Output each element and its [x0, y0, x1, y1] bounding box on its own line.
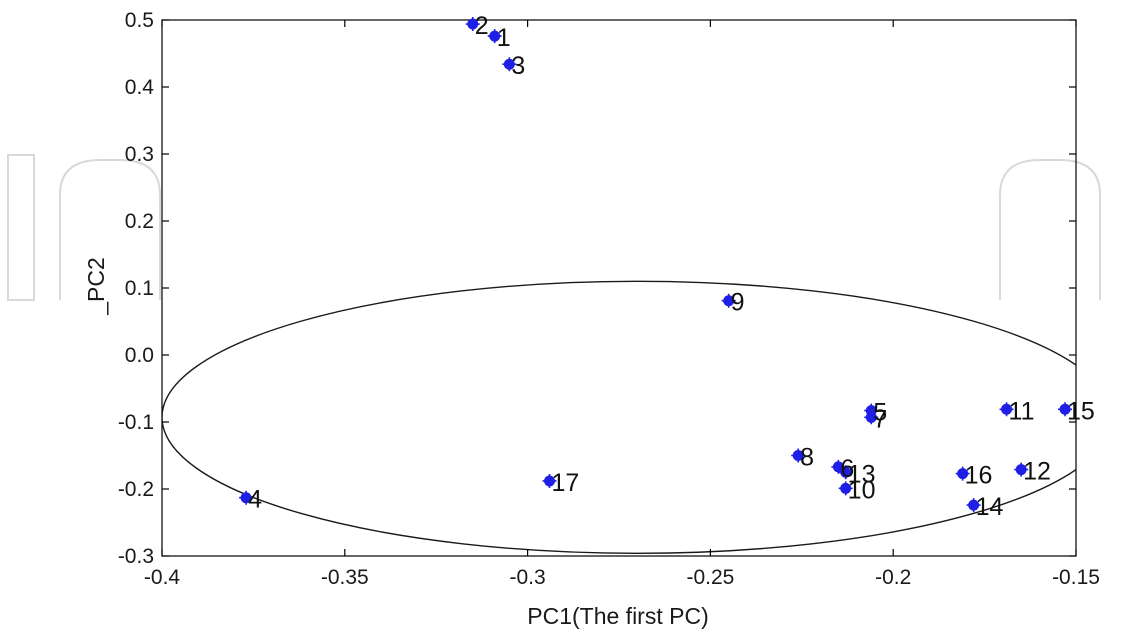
- data-point-marker-1: [487, 29, 502, 44]
- point-label-8: 8: [800, 444, 814, 472]
- data-point-marker-16: [955, 466, 970, 481]
- confidence-ellipse: [162, 280, 1076, 554]
- confidence-ellipse-layer: [162, 280, 1076, 554]
- data-point-marker-2: [465, 17, 480, 32]
- data-point-marker-10: [838, 481, 853, 496]
- y-tick-label: 0.3: [125, 143, 154, 166]
- y-tick-label: 0.2: [125, 210, 154, 233]
- x-tick-label: -0.2: [875, 566, 911, 589]
- x-tick-label: -0.35: [321, 566, 369, 589]
- y-tick-label: 0.4: [125, 76, 155, 99]
- x-axis-title: PC1(The first PC): [527, 603, 708, 629]
- watermark-stroke: [59, 159, 161, 300]
- point-label-15: 15: [1067, 397, 1095, 425]
- y-axis-title: _PC2: [83, 257, 109, 316]
- point-label-6: 6: [840, 455, 854, 483]
- watermark-logo: [7, 154, 1101, 301]
- watermark-stroke: [999, 159, 1101, 300]
- point-label-3: 3: [511, 52, 525, 80]
- y-axis-ticks: 0.5 0.4 0.3 0.2 0.1 0.0 -0.1 -0.2 -0.3: [118, 9, 1076, 568]
- data-point-marker-4: [239, 490, 254, 505]
- point-label-16: 16: [965, 462, 993, 490]
- watermark-stroke: [7, 154, 35, 301]
- data-points: [239, 17, 1073, 513]
- point-label-4: 4: [248, 486, 262, 514]
- point-label-13: 13: [848, 460, 876, 488]
- data-point-marker-3: [502, 57, 517, 72]
- y-tick-label: -0.2: [118, 478, 154, 501]
- point-label-1: 1: [497, 24, 511, 52]
- x-tick-label: -0.15: [1052, 566, 1100, 589]
- data-point-marker-17: [542, 473, 557, 488]
- y-tick-label: -0.3: [118, 545, 154, 568]
- data-point-marker-6: [831, 459, 846, 474]
- y-tick-label: 0.0: [125, 344, 154, 367]
- x-axis-ticks: -0.4 -0.35 -0.3 -0.25 -0.2 -0.15: [144, 20, 1100, 589]
- data-point-marker-14: [966, 498, 981, 513]
- point-label-17: 17: [552, 469, 580, 497]
- point-label-7: 7: [873, 405, 887, 433]
- data-point-marker-11: [999, 402, 1014, 417]
- point-label-14: 14: [976, 493, 1004, 521]
- point-label-11: 11: [1009, 397, 1035, 425]
- y-tick-label: 0.5: [125, 9, 154, 32]
- point-label-2: 2: [475, 12, 489, 40]
- x-tick-label: -0.25: [686, 566, 734, 589]
- data-point-marker-15: [1058, 402, 1073, 417]
- x-tick-label: -0.3: [510, 566, 546, 589]
- point-label-12: 12: [1023, 458, 1051, 486]
- y-tick-label: -0.1: [118, 411, 154, 434]
- point-label-9: 9: [731, 289, 745, 317]
- y-tick-label: 0.1: [125, 277, 154, 300]
- plot-area-frame: [161, 19, 1077, 557]
- data-point-marker-12: [1014, 462, 1029, 477]
- data-point-marker-7: [864, 410, 879, 425]
- point-label-10: 10: [848, 476, 876, 504]
- point-label-5: 5: [873, 399, 887, 427]
- data-point-marker-13: [838, 465, 853, 480]
- x-tick-label: -0.4: [144, 566, 181, 589]
- data-point-marker-8: [791, 448, 806, 463]
- data-point-marker-9: [721, 293, 736, 308]
